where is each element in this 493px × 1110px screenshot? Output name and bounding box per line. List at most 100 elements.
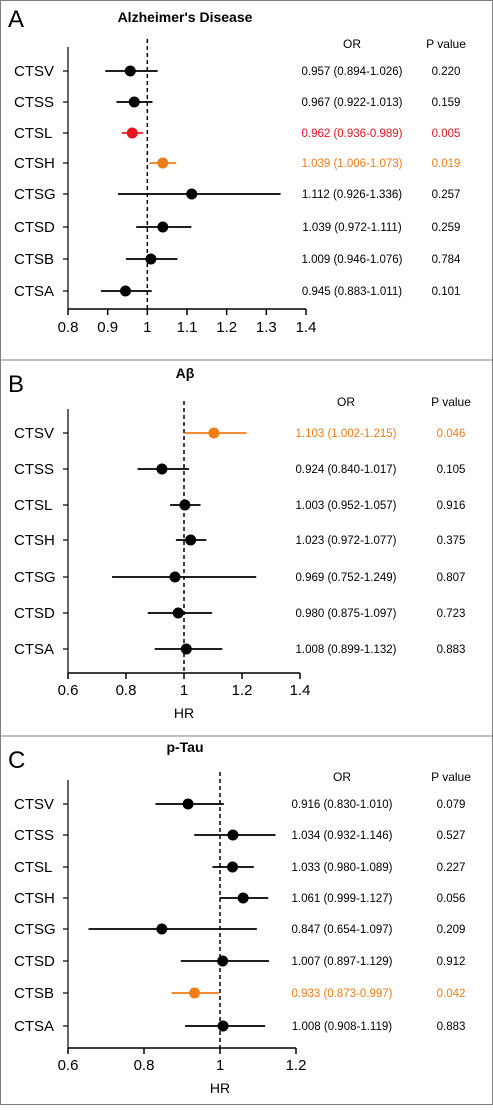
x-tick-label: 1.2 xyxy=(286,1057,307,1074)
p-value-column-header: P value xyxy=(431,395,471,409)
or-value: 1.033 (0.980-1.089) xyxy=(291,862,392,874)
p-value: 0.220 xyxy=(432,66,461,78)
estimate-point xyxy=(157,221,169,233)
estimate-point xyxy=(120,285,132,297)
p-value-column-header: P value xyxy=(426,37,466,51)
p-value: 0.046 xyxy=(437,428,466,440)
p-value: 0.209 xyxy=(437,924,466,936)
estimate-point xyxy=(156,923,168,935)
p-value: 0.784 xyxy=(432,254,461,266)
row-label: CTSA xyxy=(14,641,54,658)
p-value: 0.079 xyxy=(437,799,466,811)
row-label: CTSS xyxy=(14,827,54,844)
row-label: CTSV xyxy=(14,63,54,80)
or-column-header: OR xyxy=(343,37,361,51)
panel-letter: C xyxy=(8,747,25,774)
or-value: 1.039 (1.006-1.073) xyxy=(301,158,402,170)
row-label: CTSB xyxy=(14,985,54,1002)
p-value: 0.807 xyxy=(437,572,466,584)
or-value: 0.933 (0.873-0.997) xyxy=(291,988,392,1000)
row-label: CTSL xyxy=(14,497,52,514)
row-label: CTSG xyxy=(14,569,56,586)
x-tick-label: 0.8 xyxy=(58,319,79,336)
x-tick-label: 1.3 xyxy=(256,319,277,336)
estimate-point xyxy=(172,607,184,619)
row-label: CTSD xyxy=(14,605,55,622)
p-value: 0.159 xyxy=(432,97,461,109)
or-value: 1.009 (0.946-1.076) xyxy=(301,254,402,266)
or-value: 1.007 (0.897-1.129) xyxy=(291,956,392,968)
x-tick-label: 1 xyxy=(180,682,188,699)
p-value: 0.227 xyxy=(437,862,466,874)
estimate-point xyxy=(157,157,169,169)
or-value: 0.969 (0.752-1.249) xyxy=(295,572,396,584)
row-label: CTSG xyxy=(14,186,56,203)
estimate-point xyxy=(237,892,249,904)
x-tick-label: 1.2 xyxy=(232,682,253,699)
or-value: 0.924 (0.840-1.017) xyxy=(295,464,396,476)
p-value: 0.916 xyxy=(437,500,466,512)
row-label: CTSL xyxy=(14,125,52,142)
estimate-point xyxy=(169,571,181,583)
p-value: 0.527 xyxy=(437,830,466,842)
panel-title: Aβ xyxy=(176,365,195,381)
row-label: CTSL xyxy=(14,859,52,876)
or-value: 1.039 (0.972-1.111) xyxy=(302,222,401,234)
estimate-point xyxy=(179,499,191,511)
x-tick-label: 0.6 xyxy=(58,1057,79,1074)
row-label: CTSD xyxy=(14,219,55,236)
x-tick-label: 1.4 xyxy=(296,319,317,336)
p-value: 0.883 xyxy=(437,1021,466,1033)
row-label: CTSV xyxy=(14,425,54,442)
p-value-column-header: P value xyxy=(431,770,471,784)
p-value: 0.005 xyxy=(432,128,461,140)
or-value: 1.061 (0.999-1.127) xyxy=(291,893,392,905)
estimate-point xyxy=(126,127,138,139)
p-value: 0.019 xyxy=(432,158,461,170)
row-label: CTSH xyxy=(14,890,55,907)
estimate-point xyxy=(208,427,220,439)
or-value: 1.008 (0.899-1.132) xyxy=(295,644,396,656)
x-tick-label: 1.4 xyxy=(290,682,311,699)
row-label: CTSH xyxy=(14,532,55,549)
estimate-point xyxy=(217,955,229,967)
estimate-point xyxy=(156,463,168,475)
row-label: CTSA xyxy=(14,1018,54,1035)
or-value: 0.945 (0.883-1.011) xyxy=(302,286,402,298)
x-tick-label: 1 xyxy=(143,319,151,336)
p-value: 0.259 xyxy=(432,222,461,234)
estimate-point xyxy=(217,1020,229,1032)
estimate-point xyxy=(185,534,197,546)
or-value: 1.008 (0.908-1.119) xyxy=(292,1021,392,1033)
estimate-point xyxy=(145,253,157,265)
row-label: CTSS xyxy=(14,94,54,111)
p-value: 0.105 xyxy=(437,464,466,476)
panel-letter: B xyxy=(8,371,24,398)
panel-title: p-Tau xyxy=(166,739,203,755)
estimate-point xyxy=(227,829,239,841)
p-value: 0.042 xyxy=(437,988,466,1000)
x-tick-label: 0.8 xyxy=(116,682,137,699)
estimate-point xyxy=(189,987,201,999)
p-value: 0.723 xyxy=(437,608,466,620)
estimate-point xyxy=(186,188,198,200)
or-value: 0.847 (0.654-1.097) xyxy=(291,924,392,936)
panel-letter: A xyxy=(8,6,24,33)
p-value: 0.101 xyxy=(432,286,461,298)
or-value: 0.967 (0.922-1.013) xyxy=(301,97,402,109)
x-tick-label: 1.1 xyxy=(177,319,198,336)
estimate-point xyxy=(227,861,239,873)
p-value: 0.257 xyxy=(432,189,461,201)
or-value: 1.103 (1.002-1.215) xyxy=(295,428,396,440)
or-column-header: OR xyxy=(333,770,351,784)
row-label: CTSG xyxy=(14,921,56,938)
or-value: 0.957 (0.894-1.026) xyxy=(301,66,402,78)
p-value: 0.056 xyxy=(437,893,466,905)
row-label: CTSA xyxy=(14,283,54,300)
x-tick-label: 1 xyxy=(216,1057,224,1074)
estimate-point xyxy=(128,96,140,108)
or-value: 1.003 (0.952-1.057) xyxy=(295,500,396,512)
x-axis-label: HR xyxy=(210,1080,230,1096)
or-value: 1.023 (0.972-1.077) xyxy=(295,535,396,547)
